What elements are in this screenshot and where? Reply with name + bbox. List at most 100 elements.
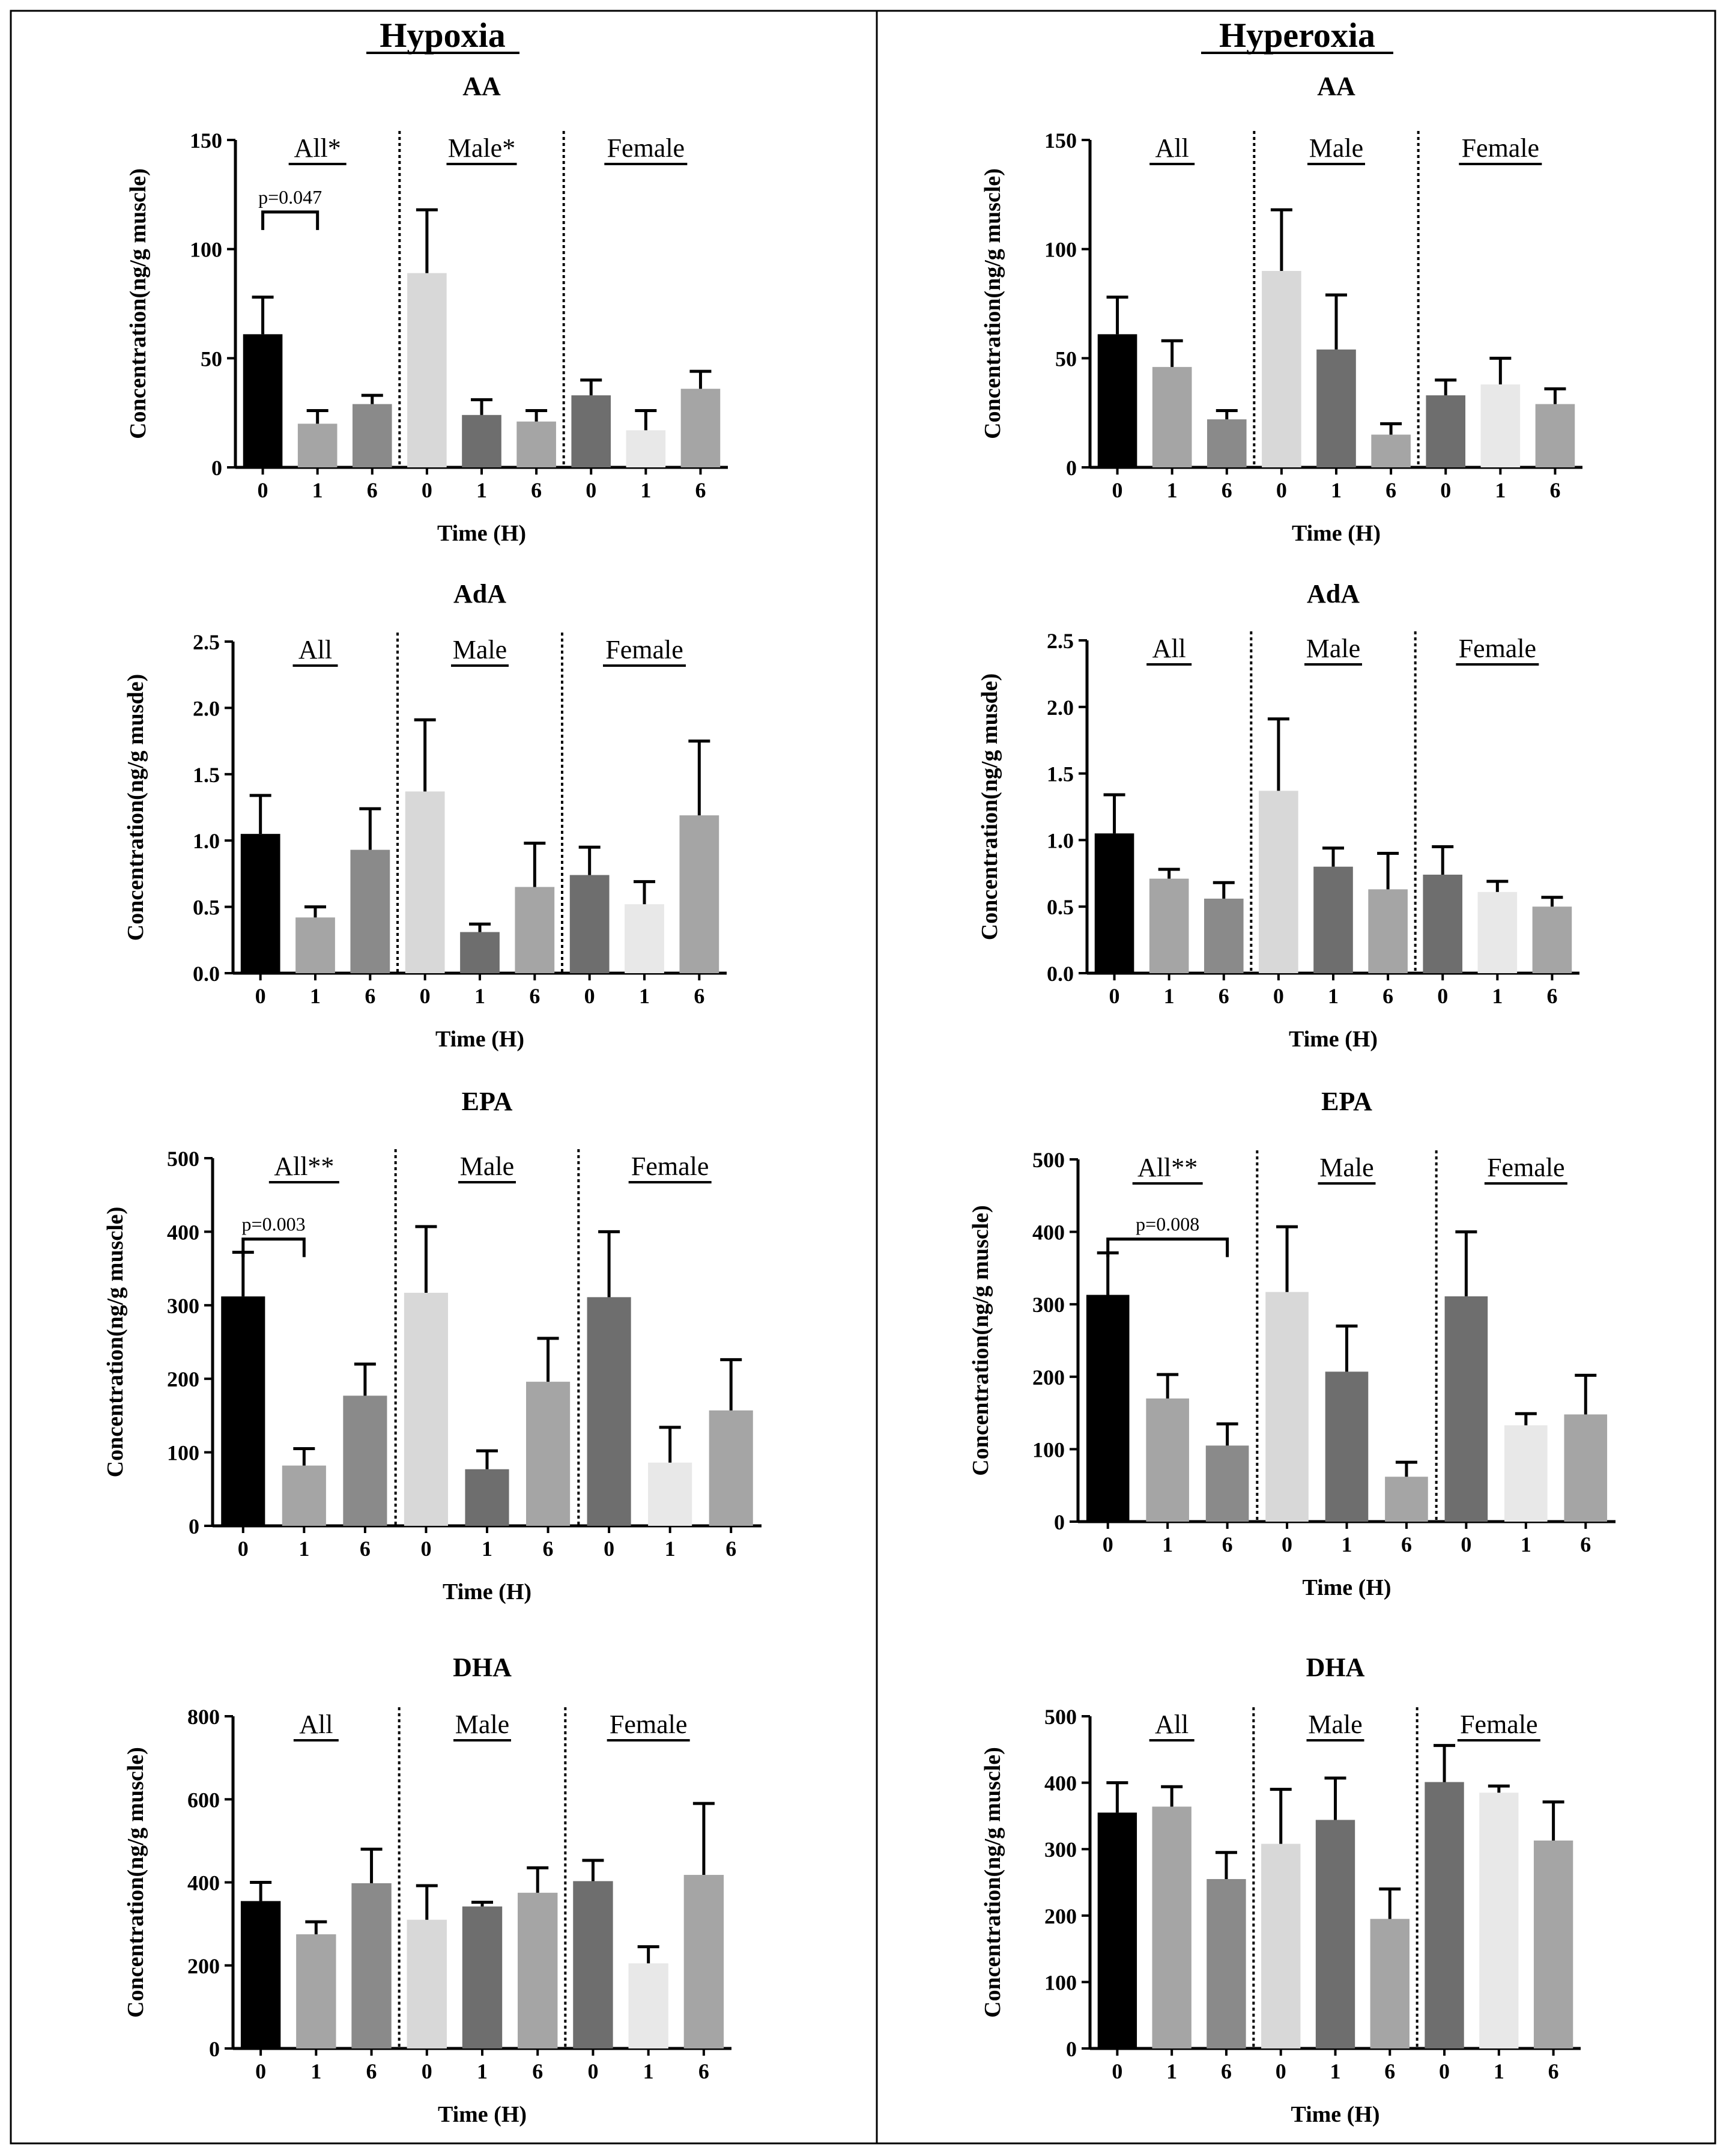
y-axis-label: Concentration(ng/g muscle) xyxy=(980,168,1005,439)
chart-title: EPA xyxy=(1321,1087,1372,1116)
x-tick-label: 0 xyxy=(1273,984,1284,1008)
x-tick-label: 6 xyxy=(1580,1532,1591,1556)
y-tick-label: 800 xyxy=(187,1705,220,1729)
bar xyxy=(625,904,664,973)
group-label: All xyxy=(299,1710,333,1739)
bar xyxy=(628,1963,668,2048)
y-tick-label: 0 xyxy=(211,456,222,480)
x-tick-label: 0 xyxy=(584,984,595,1008)
x-tick-label: 1 xyxy=(1492,984,1503,1008)
bar xyxy=(1504,1425,1548,1522)
y-tick-label: 150 xyxy=(190,129,222,153)
y-tick-label: 400 xyxy=(1044,1772,1077,1796)
group-label: All** xyxy=(1137,1153,1198,1182)
x-tick-label: 6 xyxy=(1546,984,1557,1008)
bar xyxy=(1444,1296,1488,1522)
group-label: Male xyxy=(453,635,507,664)
x-tick-label: 6 xyxy=(531,478,542,502)
x-tick-label: 0 xyxy=(587,2059,598,2083)
group-label: Female xyxy=(631,1152,709,1181)
bar xyxy=(343,1395,387,1526)
x-tick-label: 0 xyxy=(1440,478,1451,502)
x-axis-label: Time (H) xyxy=(443,1579,531,1605)
y-tick-label: 200 xyxy=(187,1954,220,1978)
chart-title: AA xyxy=(1317,71,1355,101)
bar xyxy=(1371,434,1411,467)
y-tick-label: 500 xyxy=(1032,1148,1065,1172)
x-tick-label: 1 xyxy=(477,2059,488,2083)
y-tick-label: 300 xyxy=(1032,1293,1065,1317)
bar xyxy=(1086,1295,1130,1522)
y-tick-label: 300 xyxy=(167,1294,199,1318)
significance-bracket xyxy=(261,210,319,230)
bar xyxy=(1261,1844,1301,2048)
group-label: Male xyxy=(460,1152,514,1181)
y-tick-label: 2.0 xyxy=(193,696,220,720)
x-axis-label: Time (H) xyxy=(1289,1027,1378,1052)
x-tick-label: 0 xyxy=(1276,478,1287,502)
x-tick-label: 0 xyxy=(255,2059,266,2083)
chart-hyperoxia-aa: AA 0 50 100 150 Concentration(ng/g muscle) Tim… xyxy=(980,71,1582,546)
bar xyxy=(680,389,721,467)
x-tick-label: 6 xyxy=(529,984,540,1008)
group-label: Female xyxy=(1487,1153,1565,1182)
x-tick-label: 1 xyxy=(482,1537,492,1561)
bar xyxy=(404,1292,449,1526)
y-tick-label: 1.0 xyxy=(193,829,220,853)
x-tick-label: 1 xyxy=(1164,984,1175,1008)
group-label: Male xyxy=(1319,1153,1373,1182)
x-axis-label: Time (H) xyxy=(438,2102,527,2127)
significance-label: p=0.047 xyxy=(258,186,322,208)
y-tick-label: 200 xyxy=(167,1367,199,1391)
x-tick-label: 6 xyxy=(532,2059,543,2083)
group-label: All xyxy=(1155,133,1189,163)
y-tick-label: 1.0 xyxy=(1047,828,1074,852)
x-tick-label: 0 xyxy=(1109,984,1120,1008)
y-tick-label: 1.5 xyxy=(1047,762,1074,786)
y-tick-label: 600 xyxy=(187,1788,220,1812)
bar xyxy=(1146,1398,1189,1522)
bar xyxy=(221,1296,265,1526)
chart-title: EPA xyxy=(462,1087,513,1116)
x-tick-label: 0 xyxy=(586,478,596,502)
bar xyxy=(683,1875,724,2048)
y-tick-label: 2.0 xyxy=(1047,696,1074,720)
bar xyxy=(1207,419,1247,467)
x-tick-label: 1 xyxy=(1330,2059,1341,2083)
x-tick-label: 1 xyxy=(1331,478,1342,502)
bar xyxy=(1385,1477,1428,1522)
chart-title: AdA xyxy=(1307,579,1360,609)
bar xyxy=(1262,271,1301,467)
significance-label: p=0.003 xyxy=(242,1213,306,1235)
group-label: All xyxy=(1152,634,1186,663)
bar xyxy=(352,404,392,467)
x-tick-label: 6 xyxy=(695,478,706,502)
y-tick-label: 0.0 xyxy=(1047,962,1074,986)
y-axis-label: Concentration(ng/g musde) xyxy=(977,673,1002,940)
y-tick-label: 0.5 xyxy=(193,896,220,920)
bar xyxy=(351,1883,392,2048)
y-tick-label: 50 xyxy=(1055,347,1077,371)
bar xyxy=(1152,1806,1192,2048)
bar xyxy=(1425,1782,1464,2048)
x-tick-label: 6 xyxy=(367,478,378,502)
chart-hypoxia-ada: AdA 0.0 0.5 1.0 1.5 2.0 2.5 Concentration(ng/g … xyxy=(123,579,727,1052)
x-tick-label: 0 xyxy=(1112,2059,1122,2083)
y-tick-label: 150 xyxy=(1044,129,1077,153)
y-tick-label: 100 xyxy=(1032,1438,1065,1462)
x-tick-label: 0 xyxy=(238,1537,249,1561)
x-axis-label: Time (H) xyxy=(1302,1575,1391,1600)
bar xyxy=(573,1881,613,2048)
x-tick-label: 6 xyxy=(725,1537,736,1561)
x-tick-label: 6 xyxy=(366,2059,377,2083)
bar xyxy=(1533,1840,1573,2048)
bar xyxy=(240,1901,281,2048)
bar xyxy=(240,834,280,973)
x-tick-label: 6 xyxy=(1384,2059,1395,2083)
y-axis-label: Concentration(ng/g muscle) xyxy=(123,1747,148,2018)
y-tick-label: 2.5 xyxy=(193,630,220,654)
x-axis-label: Time (H) xyxy=(1292,521,1381,546)
group-label: Male xyxy=(1308,1710,1362,1739)
y-tick-label: 100 xyxy=(1044,238,1077,262)
